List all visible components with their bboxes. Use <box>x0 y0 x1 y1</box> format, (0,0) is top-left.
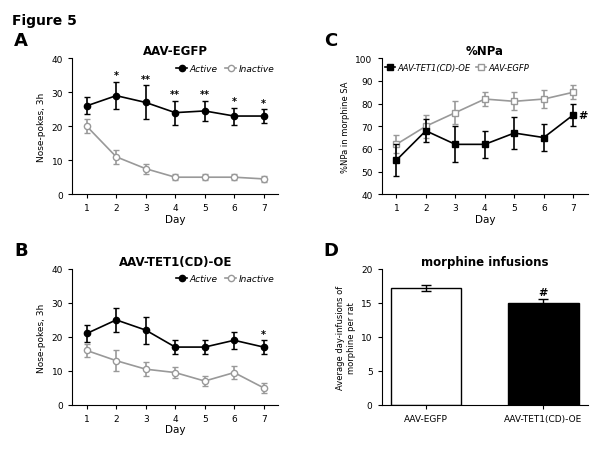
Text: D: D <box>324 242 339 260</box>
Y-axis label: Average day-infusions of
morphine per rat: Average day-infusions of morphine per ra… <box>336 285 356 389</box>
Text: **: ** <box>200 90 209 100</box>
Text: *: * <box>232 96 236 106</box>
Y-axis label: %NPa in morphine SA: %NPa in morphine SA <box>341 81 350 172</box>
Title: AAV-EGFP: AAV-EGFP <box>143 45 208 58</box>
Y-axis label: Nose-pokes, 3h: Nose-pokes, 3h <box>37 303 46 372</box>
X-axis label: Day: Day <box>165 425 185 435</box>
Legend: Active, Inactive: Active, Inactive <box>173 61 278 77</box>
X-axis label: Day: Day <box>165 214 185 224</box>
Title: %NPa: %NPa <box>466 45 504 58</box>
Text: *: * <box>114 71 119 81</box>
Text: *: * <box>261 329 266 339</box>
Text: A: A <box>14 31 28 50</box>
Text: **: ** <box>170 90 180 100</box>
Text: C: C <box>324 31 337 50</box>
Title: AAV-TET1(CD)-OE: AAV-TET1(CD)-OE <box>119 255 232 268</box>
Legend: AAV-TET1(CD)-OE, AAV-EGFP: AAV-TET1(CD)-OE, AAV-EGFP <box>382 61 532 76</box>
Bar <box>391 288 461 405</box>
Title: morphine infusions: morphine infusions <box>421 255 548 268</box>
Legend: Active, Inactive: Active, Inactive <box>173 271 278 287</box>
X-axis label: Day: Day <box>475 214 495 224</box>
Text: *: * <box>261 98 266 108</box>
Bar <box>508 303 578 405</box>
Text: **: ** <box>141 75 151 85</box>
Text: #: # <box>539 287 548 297</box>
Text: Figure 5: Figure 5 <box>12 14 77 28</box>
Y-axis label: Nose-pokes, 3h: Nose-pokes, 3h <box>37 92 46 162</box>
Text: B: B <box>14 242 28 260</box>
Text: #: # <box>578 111 588 121</box>
